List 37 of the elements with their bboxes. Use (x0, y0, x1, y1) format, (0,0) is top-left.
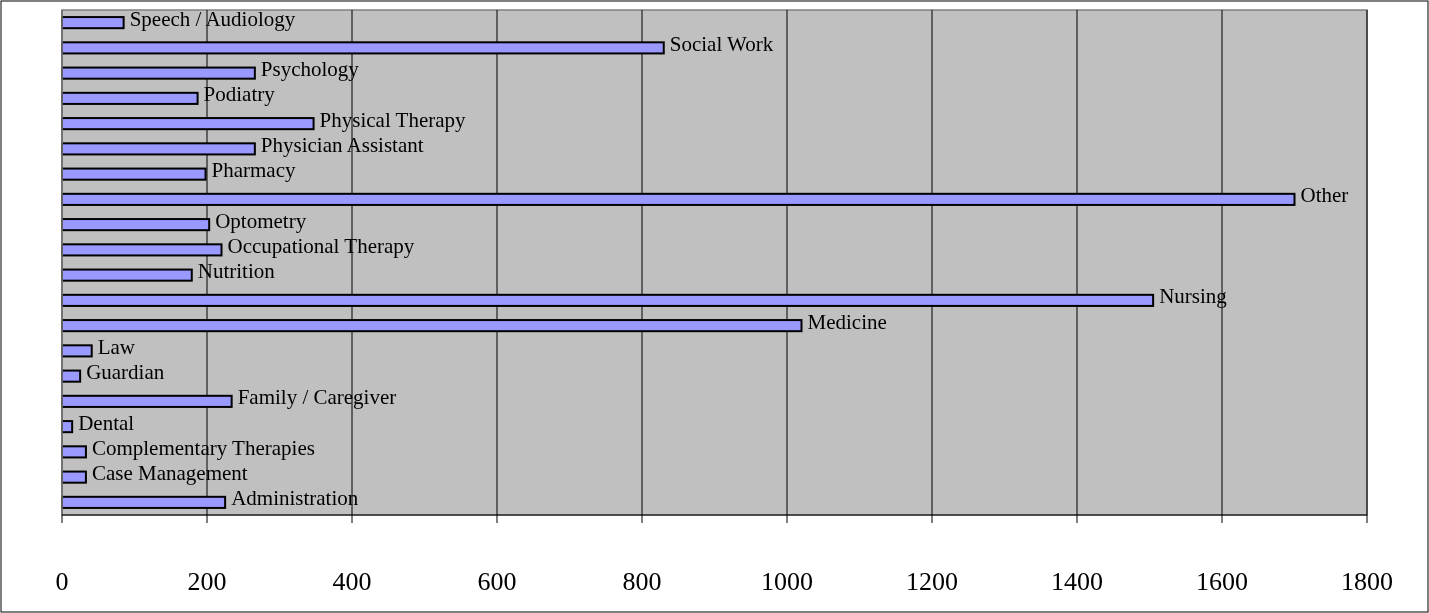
x-tick-label: 1200 (906, 567, 958, 596)
y-tick-label: Dental (78, 410, 135, 435)
y-tick-label: Complementary Therapies (91, 435, 315, 460)
x-tick-label: 1400 (1051, 567, 1103, 596)
x-tick-label: 1000 (761, 567, 813, 596)
bar (61, 344, 93, 358)
y-tick-label: Administration (231, 486, 359, 511)
y-tick-label: Occupational Therapy (227, 233, 415, 258)
bar (61, 268, 193, 282)
y-tick-label: Other (1300, 183, 1349, 208)
x-tick-label: 1600 (1196, 567, 1248, 596)
bar (61, 369, 82, 383)
y-tick-label: Law (97, 334, 136, 359)
y-tick-label: Social Work (669, 31, 774, 56)
y-tick-label: Psychology (260, 57, 360, 82)
y-tick-label: Case Management (91, 461, 248, 486)
bar (61, 470, 87, 484)
bar (61, 16, 125, 30)
x-tick-label: 0 (55, 567, 69, 596)
y-tick-label: Nursing (1159, 284, 1228, 309)
y-tick-label: Nutrition (197, 259, 276, 284)
y-tick-label: Physical Therapy (319, 107, 467, 132)
x-tick-label: 400 (332, 567, 372, 596)
x-tick-label: 800 (622, 567, 662, 596)
bar (61, 445, 87, 459)
bar (61, 91, 199, 105)
y-tick-label: Speech / Audiology (129, 6, 296, 31)
y-tick-label: Guardian (86, 360, 165, 385)
x-tick-label: 200 (187, 567, 227, 596)
y-tick-label: Medicine (807, 309, 887, 334)
y-tick-label: Pharmacy (211, 158, 297, 183)
y-tick-label: Physician Assistant (260, 132, 424, 157)
y-tick-label: Optometry (215, 208, 307, 233)
x-tick-label: 600 (477, 567, 517, 596)
y-tick-label: Podiatry (203, 82, 276, 107)
x-tick-label: 1800 (1341, 567, 1393, 596)
y-tick-label: Family / Caregiver (237, 385, 397, 410)
